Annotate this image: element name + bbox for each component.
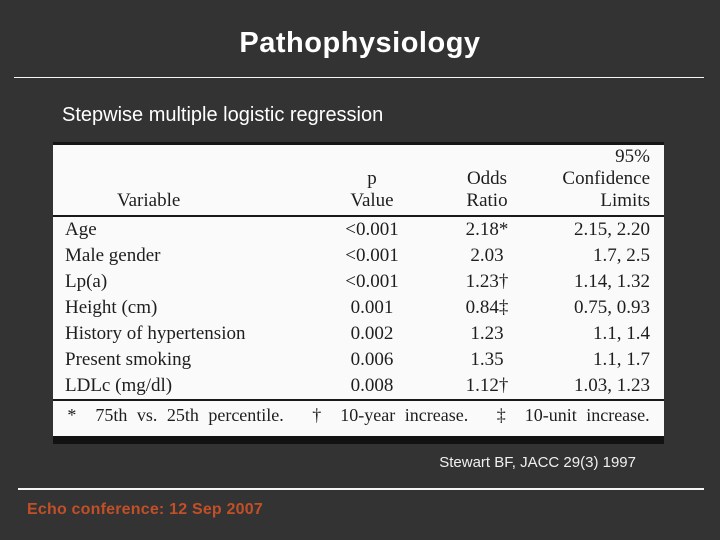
table-row: Lp(a) <0.001 1.23† 1.14, 1.32 <box>53 269 664 295</box>
cell-p-value: <0.001 <box>345 271 399 292</box>
cell-confidence-limits: 2.15, 2.20 <box>574 219 650 240</box>
header-line: p <box>367 168 377 189</box>
table-row: Present smoking 0.006 1.35 1.1, 1.7 <box>53 347 664 373</box>
cell-p-value: 0.001 <box>350 297 394 318</box>
cell-p-value: 0.008 <box>350 375 394 396</box>
cell-p-value: 0.002 <box>350 323 394 344</box>
header-line: Confidence <box>562 168 650 189</box>
cell-confidence-limits: 1.03, 1.23 <box>574 375 650 396</box>
regression-table-figure: Variable p Value Odds Ratio 95% Confiden… <box>53 142 664 444</box>
cell-odds-ratio: 0.84‡ <box>465 297 509 318</box>
citation: Stewart BF, JACC 29(3) 1997 <box>439 454 636 471</box>
column-header-variable: Variable <box>53 190 317 212</box>
table-header-row: Variable p Value Odds Ratio 95% Confiden… <box>53 145 664 217</box>
cell-variable: Male gender <box>65 245 161 266</box>
cell-odds-ratio: 1.23† <box>465 271 509 292</box>
table-row: LDLc (mg/dl) 0.008 1.12† 1.03, 1.23 <box>53 373 664 399</box>
column-header-p-value: p Value <box>317 168 427 212</box>
cell-confidence-limits: 1.1, 1.4 <box>593 323 650 344</box>
cell-p-value: 0.006 <box>350 349 394 370</box>
table-row: Age <0.001 2.18* 2.15, 2.20 <box>53 217 664 243</box>
table-row: Male gender <0.001 2.03 1.7, 2.5 <box>53 243 664 269</box>
scan-edge-artifact <box>53 436 664 444</box>
header-line: 95% <box>615 146 650 167</box>
cell-variable: Height (cm) <box>65 297 158 318</box>
header-line: Variable <box>117 190 181 211</box>
cell-confidence-limits: 1.1, 1.7 <box>593 349 650 370</box>
table-row: History of hypertension 0.002 1.23 1.1, … <box>53 321 664 347</box>
cell-odds-ratio: 2.03 <box>470 245 504 266</box>
header-line: Limits <box>600 190 650 211</box>
slide-title: Pathophysiology <box>239 27 481 59</box>
cell-variable: Age <box>65 219 97 240</box>
cell-confidence-limits: 1.7, 2.5 <box>593 245 650 266</box>
cell-variable: History of hypertension <box>65 323 246 344</box>
column-header-confidence-limits: 95% Confidence Limits <box>547 146 664 212</box>
cell-variable: LDLc (mg/dl) <box>65 375 173 396</box>
cell-confidence-limits: 0.75, 0.93 <box>574 297 650 318</box>
cell-odds-ratio: 1.35 <box>470 349 504 370</box>
cell-confidence-limits: 1.14, 1.32 <box>574 271 650 292</box>
cell-variable: Lp(a) <box>65 271 108 292</box>
cell-odds-ratio: 2.18* <box>465 219 509 240</box>
column-header-odds-ratio: Odds Ratio <box>427 168 547 212</box>
cell-p-value: <0.001 <box>345 219 399 240</box>
header-line: Value <box>350 190 394 211</box>
cell-variable: Present smoking <box>65 349 192 370</box>
cell-odds-ratio: 1.12† <box>465 375 509 396</box>
table-row: Height (cm) 0.001 0.84‡ 0.75, 0.93 <box>53 295 664 321</box>
header-line: Odds <box>466 168 508 189</box>
cell-odds-ratio: 1.23 <box>470 323 504 344</box>
footer-divider <box>18 488 704 490</box>
table-footnote: * 75th vs. 25th percentile. † 10-year in… <box>53 399 664 431</box>
cell-p-value: <0.001 <box>345 245 399 266</box>
title-divider <box>14 77 704 78</box>
footer-text: Echo conference: 12 Sep 2007 <box>27 501 263 518</box>
slide-subtitle: Stepwise multiple logistic regression <box>62 104 384 126</box>
header-line: Ratio <box>466 190 508 211</box>
